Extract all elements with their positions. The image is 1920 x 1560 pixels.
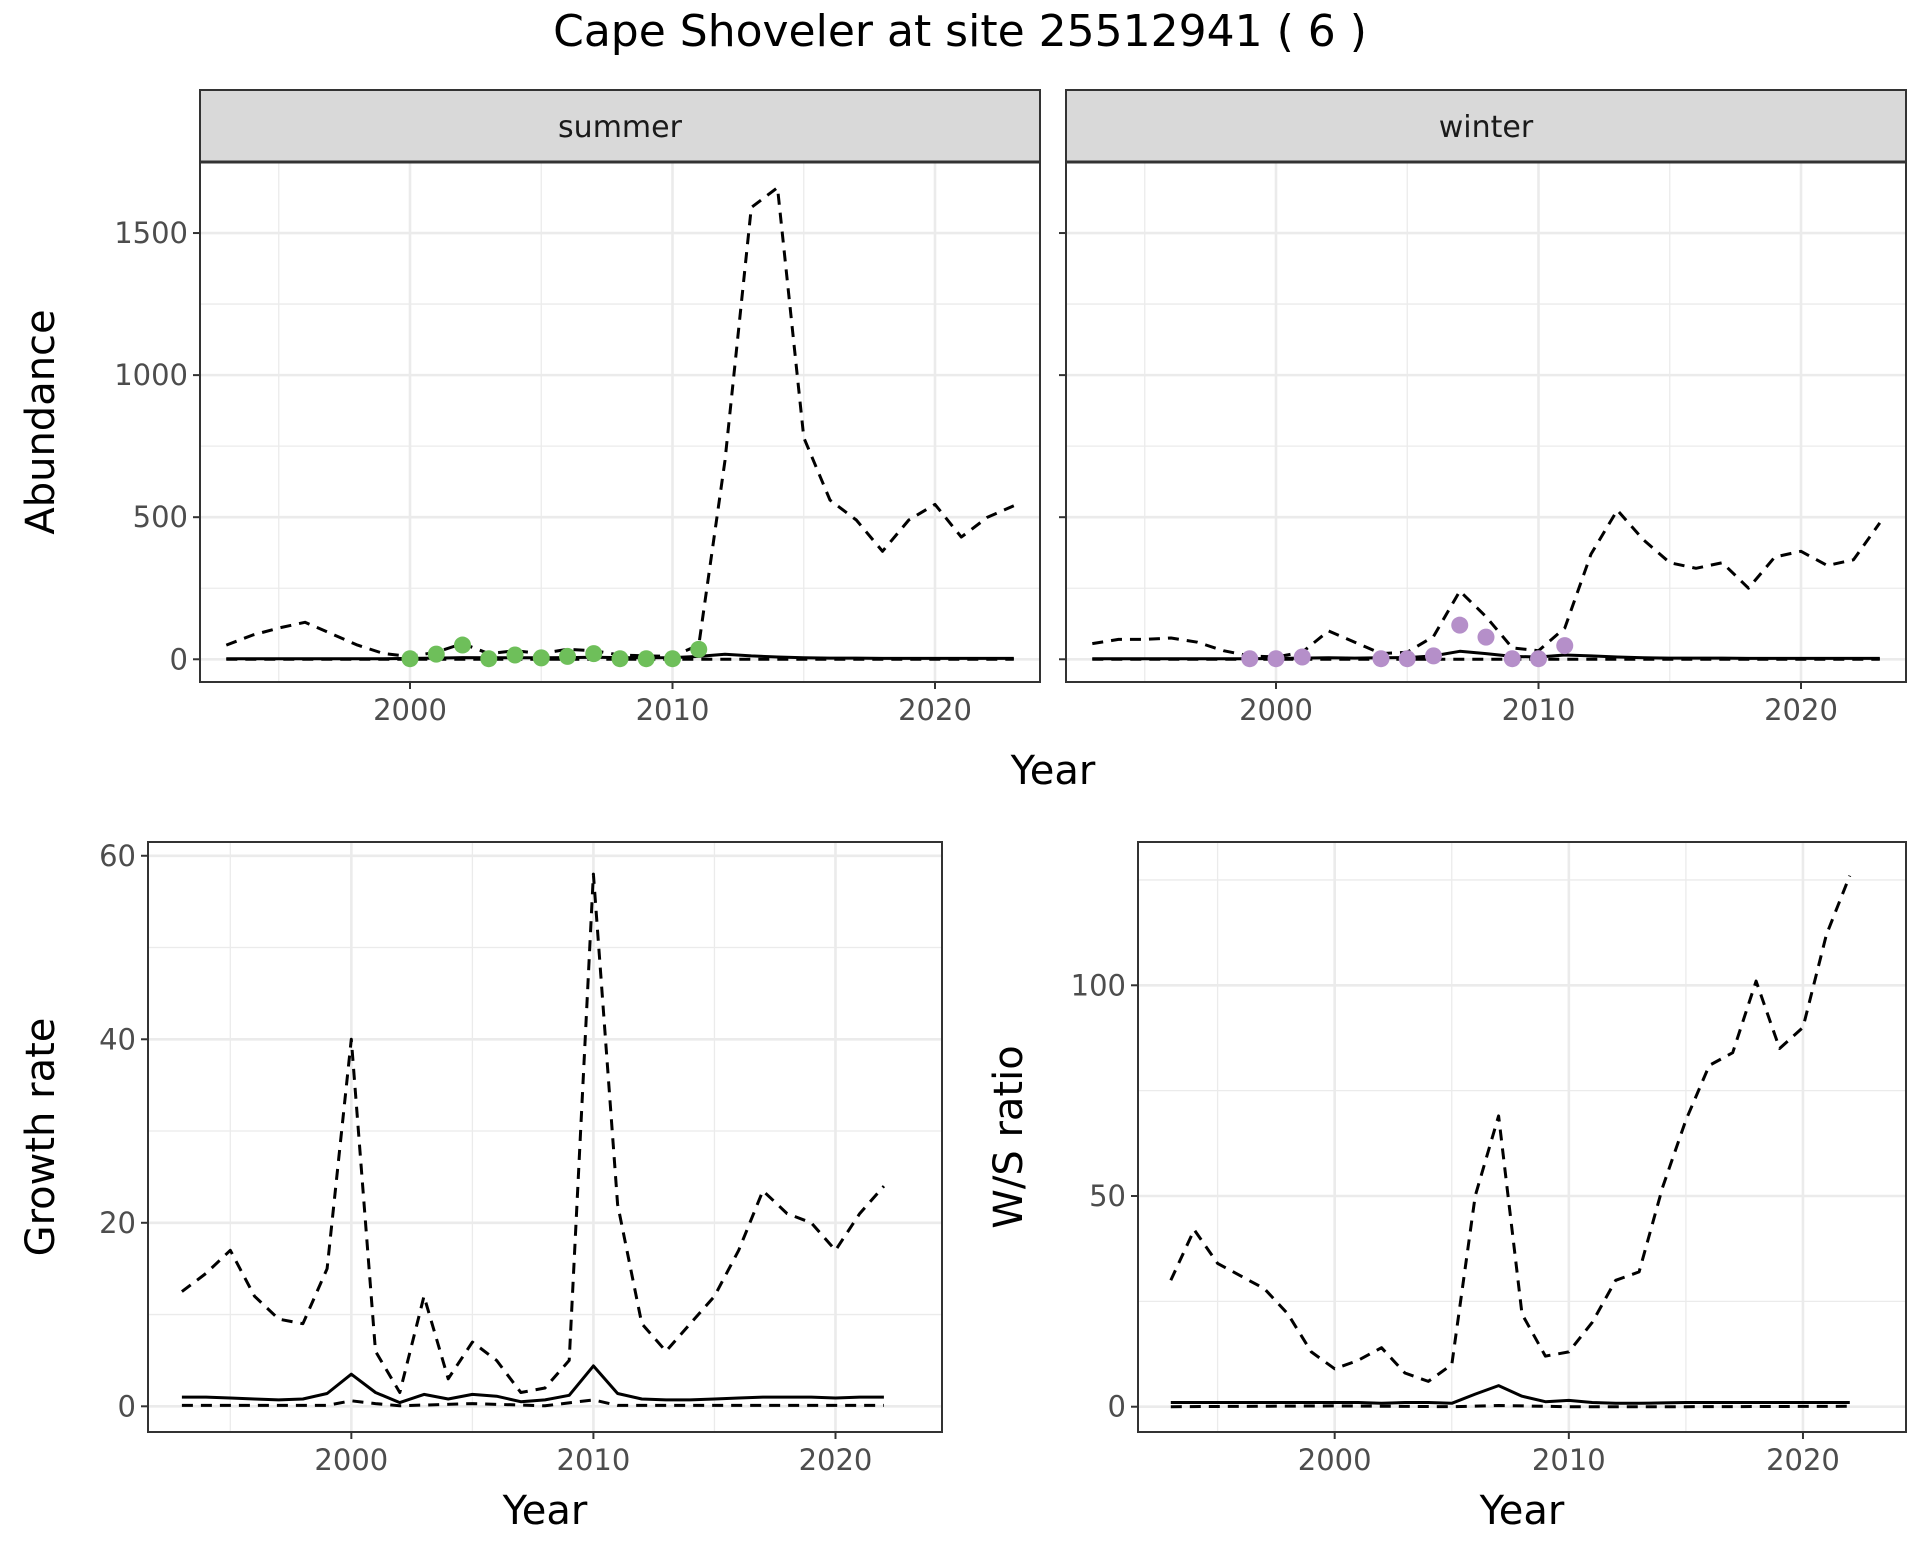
y-tick-label: 0 (1108, 1390, 1126, 1424)
y-tick-label: 60 (99, 839, 136, 873)
minor-gridlines (148, 842, 942, 1432)
x-tick-label: 2020 (1764, 693, 1838, 727)
data-point (1556, 637, 1574, 655)
major-gridlines (1138, 842, 1906, 1432)
panel-winter: winter 2000 2010 2020 (1059, 89, 1907, 727)
x-tick-label: 2010 (636, 693, 710, 727)
data-point (664, 650, 681, 668)
data-point (1241, 650, 1259, 668)
facet-strip (199, 89, 1041, 163)
data-point (690, 640, 708, 658)
facet-strip (1065, 89, 1907, 163)
series-line-dashed-1 (180, 872, 886, 1394)
data-point (1451, 616, 1469, 634)
y-tick-label: 20 (99, 1206, 136, 1240)
x-tick-label: 2000 (1298, 1443, 1372, 1477)
x-tick-label: 2010 (1502, 693, 1576, 727)
series-line-dashed-2 (181, 1398, 884, 1408)
plot-background (200, 162, 1040, 682)
y-tick-label: 0 (170, 642, 188, 676)
panel-growth-rate: 2000 2010 2020 0 20 40 60 Year Growth rate (18, 839, 943, 1534)
shared-axis-labels: Year (1010, 748, 1096, 794)
data-point (637, 650, 655, 668)
x-tick-label: 2000 (1239, 693, 1313, 727)
series-line-solid-0 (1170, 1384, 1850, 1405)
data-point (1530, 650, 1547, 668)
y-tick-label: 100 (1071, 968, 1126, 1002)
data-point (1372, 650, 1390, 668)
data-point (559, 647, 576, 665)
facet-label: summer (558, 110, 683, 145)
y-tick-label: 500 (133, 500, 188, 534)
series-line-solid-0 (181, 1364, 884, 1405)
y-axis-title: W/S ratio (986, 1045, 1032, 1228)
y-axis-title: Abundance (18, 309, 64, 534)
data-point (480, 650, 498, 668)
data-point (611, 650, 629, 668)
data-point (1477, 628, 1495, 646)
series-line-dashed-1 (1169, 875, 1852, 1383)
y-tick-label: 0 (118, 1389, 136, 1423)
panel-summer: summer 2000 2010 2020 0 500 1000 1500 Abundance (18, 89, 1041, 727)
data-point (401, 650, 419, 668)
panel-ws-ratio: 2000 2010 2020 0 50 100 Year W/S ratio (986, 841, 1907, 1534)
x-tick-label: 2010 (557, 1443, 631, 1477)
data-point (1293, 648, 1311, 666)
data-point (1503, 650, 1521, 668)
chart-title: Cape Shoveler at site 25512941 ( 6 ) (553, 6, 1367, 57)
x-axis-title: Year (1479, 1488, 1565, 1534)
data-point (1398, 650, 1416, 668)
data-point (1425, 647, 1442, 665)
plot-background (1138, 842, 1906, 1432)
y-axis-title: Growth rate (18, 1018, 64, 1257)
data-point (427, 645, 445, 663)
x-tick-label: 2020 (898, 693, 972, 727)
series-line-dashed-2 (1170, 1404, 1850, 1409)
plot-background (148, 842, 942, 1432)
data-point (506, 646, 524, 664)
data-point (532, 649, 550, 667)
x-tick-label: 2000 (373, 693, 447, 727)
data-point (454, 636, 471, 654)
series-line-dashed-1 (1092, 508, 1882, 659)
x-axis-title-shared: Year (1010, 748, 1096, 794)
x-axis-title: Year (502, 1488, 588, 1534)
data-point (585, 645, 603, 663)
y-tick-label: 1500 (114, 216, 188, 250)
x-tick-label: 2020 (799, 1443, 873, 1477)
y-tick-label: 1000 (114, 358, 188, 392)
x-tick-label: 2000 (314, 1443, 388, 1477)
y-tick-label: 50 (1089, 1179, 1126, 1213)
panel-border (1137, 841, 1907, 1433)
panel-border (147, 841, 943, 1433)
facet-label: winter (1439, 110, 1534, 145)
x-tick-label: 2010 (1532, 1443, 1606, 1477)
plot-background (1066, 162, 1906, 682)
y-tick-label: 40 (99, 1022, 136, 1056)
data-point (1267, 650, 1285, 668)
x-tick-label: 2020 (1766, 1443, 1840, 1477)
